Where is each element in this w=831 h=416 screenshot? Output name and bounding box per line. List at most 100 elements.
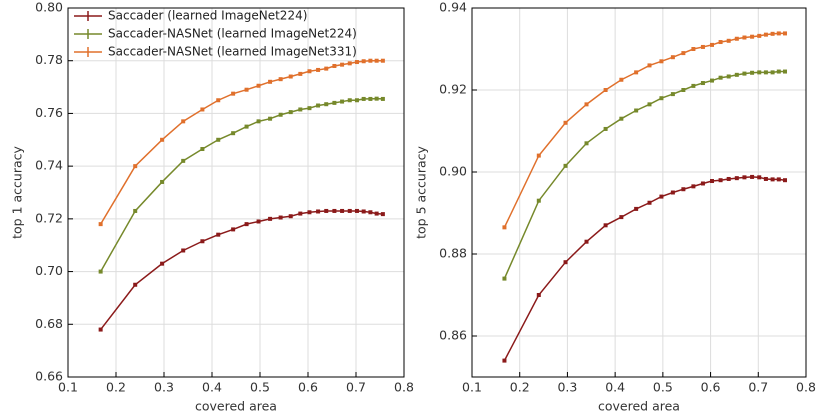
point (757, 70, 762, 75)
point (563, 120, 568, 125)
point (742, 71, 747, 76)
point (278, 215, 283, 220)
point (536, 198, 541, 203)
point (563, 163, 568, 168)
point (763, 70, 768, 75)
point (231, 227, 236, 232)
point (244, 87, 249, 92)
point (374, 211, 379, 216)
x-tick-label: 0.4 (605, 380, 625, 395)
point (783, 178, 788, 183)
point (563, 260, 568, 265)
point (98, 222, 103, 227)
point (332, 63, 337, 68)
x-tick-label: 0.4 (202, 380, 222, 395)
point (340, 208, 345, 213)
point (776, 31, 781, 36)
point (750, 174, 755, 179)
point (380, 58, 385, 63)
point (634, 206, 639, 211)
point (268, 116, 273, 121)
y-tick-label: 0.70 (35, 263, 63, 278)
y-tick-label: 0.76 (35, 105, 63, 120)
point (200, 107, 205, 112)
legend-label: Saccader-NASNet (learned ImageNet331) (108, 45, 357, 59)
point (742, 35, 747, 40)
point (584, 239, 589, 244)
point (536, 153, 541, 158)
point (718, 178, 723, 183)
point (256, 83, 261, 88)
point (98, 269, 103, 274)
point (603, 126, 608, 131)
point (647, 63, 652, 68)
point (380, 96, 385, 101)
point (691, 47, 696, 51)
point (340, 62, 345, 67)
point (298, 71, 303, 76)
y-tick-label: 0.68 (35, 316, 63, 331)
point (332, 208, 337, 213)
point (603, 223, 608, 228)
point (670, 55, 675, 60)
point (347, 61, 352, 66)
point (619, 116, 624, 121)
y-tick-label: 0.86 (439, 328, 467, 343)
point (256, 219, 261, 224)
y-tick-label: 0.66 (35, 369, 63, 384)
legend-label: Saccader-NASNet (learned ImageNet224) (108, 27, 357, 41)
point (98, 327, 103, 332)
point (670, 190, 675, 195)
point (368, 96, 373, 101)
x-tick-label: 0.2 (106, 380, 126, 395)
point (268, 216, 273, 221)
point (750, 34, 755, 39)
x-tick-label: 0.8 (796, 380, 816, 395)
point (770, 31, 775, 36)
x-tick-label: 0.7 (748, 380, 768, 395)
point (347, 98, 352, 103)
y-axis-label: top 1 accuracy (10, 146, 25, 239)
point (332, 100, 337, 105)
point (700, 81, 705, 86)
point (133, 164, 138, 169)
x-tick-label: 0.7 (346, 380, 366, 395)
x-tick-label: 0.5 (250, 380, 270, 395)
x-tick-label: 0.6 (298, 380, 318, 395)
point (347, 208, 352, 213)
point (181, 119, 186, 124)
point (763, 176, 768, 181)
point (231, 131, 236, 136)
point (298, 107, 303, 112)
point (647, 200, 652, 205)
point (133, 282, 138, 287)
point (181, 248, 186, 253)
y-tick-label: 0.80 (35, 0, 63, 15)
point (216, 232, 221, 237)
x-axis-label: covered area (598, 399, 680, 414)
point (659, 59, 664, 64)
point (681, 187, 686, 192)
point (160, 261, 165, 266)
point (354, 208, 359, 213)
point (268, 79, 273, 84)
x-axis-label: covered area (195, 399, 277, 414)
y-tick-label: 0.90 (439, 164, 467, 179)
plot-frame (471, 7, 807, 378)
point (307, 106, 312, 111)
point (324, 208, 329, 213)
x-tick-label: 0.8 (394, 380, 414, 395)
point (734, 176, 739, 181)
point (536, 293, 541, 297)
point (776, 177, 781, 182)
point (734, 72, 739, 77)
point (502, 358, 507, 363)
plot-frame (67, 7, 405, 378)
point (324, 66, 329, 71)
point (718, 75, 723, 80)
point (374, 96, 379, 101)
x-tick-label: 0.3 (557, 380, 577, 395)
point (710, 78, 715, 83)
point (584, 102, 589, 107)
